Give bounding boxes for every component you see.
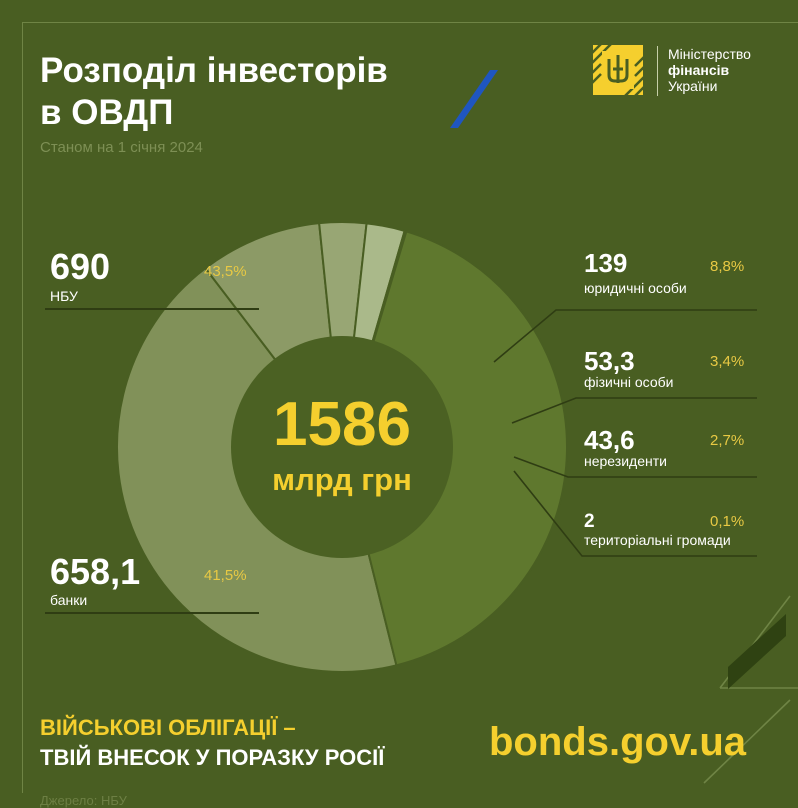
label-individuals: фізичні особи <box>584 374 674 390</box>
percent-nbu: 43,5% <box>204 263 247 280</box>
value-communities: 2 <box>584 511 595 532</box>
leader-line-communities <box>513 470 757 557</box>
percent-individuals: 3,4% <box>710 353 745 370</box>
title-line-2: в ОВДП <box>40 93 174 132</box>
leader-line-nonresidents <box>513 456 757 478</box>
value-nonresidents: 43,6 <box>584 425 635 455</box>
percent-banks: 41,5% <box>204 567 247 584</box>
label-communities: територіальні громади <box>584 532 731 548</box>
corner-stripe <box>728 614 786 689</box>
title-line-1: Розподіл інвесторів <box>40 51 388 90</box>
source-note: Джерело: НБУ <box>40 793 127 808</box>
ministry-name: Міністерство фінансів України <box>668 46 751 94</box>
trident-emblem-icon <box>593 45 643 95</box>
ministry-line-3: України <box>668 78 718 94</box>
slogan-line-2: ТВІЙ ВНЕСОК У ПОРАЗКУ РОСІЇ <box>40 745 385 770</box>
date-subtitle: Станом на 1 січня 2024 <box>40 139 203 156</box>
value-legal-entities: 139 <box>584 248 628 278</box>
page-title: Розподіл інвесторів в ОВДП <box>40 50 388 134</box>
blue-stripe-decoration <box>450 70 498 128</box>
total-value: 1586 <box>273 390 411 459</box>
value-individuals: 53,3 <box>584 346 635 376</box>
percent-legal-entities: 8,8% <box>710 258 745 275</box>
underline-nbu <box>45 308 259 310</box>
label-nonresidents: нерезиденти <box>584 453 667 469</box>
total-unit: млрд грн <box>272 462 412 497</box>
label-nbu: НБУ <box>50 288 78 304</box>
frame-border <box>22 22 798 793</box>
leader-line-legal-entities <box>493 309 757 363</box>
ministry-line-2: фінансів <box>668 62 730 78</box>
slice-banks <box>340 230 569 667</box>
ministry-line-1: Міністерство <box>668 46 751 62</box>
underline-banks <box>45 612 259 614</box>
logo-divider <box>657 46 658 96</box>
value-nbu: 690 <box>50 246 111 287</box>
donut-hole <box>231 336 453 558</box>
label-legal-entities: юридичні особи <box>584 280 687 296</box>
percent-communities: 0,1% <box>710 513 745 530</box>
leader-line-individuals <box>511 397 757 424</box>
slogan: ВІЙСЬКОВІ ОБЛІГАЦІЇ – ТВІЙ ВНЕСОК У ПОРА… <box>40 713 384 773</box>
label-banks: банки <box>50 592 88 608</box>
slogan-line-1: ВІЙСЬКОВІ ОБЛІГАЦІЇ – <box>40 715 296 740</box>
value-banks: 658,1 <box>50 551 141 592</box>
percent-nonresidents: 2,7% <box>710 432 745 449</box>
website-url: bonds.gov.ua <box>489 720 747 764</box>
